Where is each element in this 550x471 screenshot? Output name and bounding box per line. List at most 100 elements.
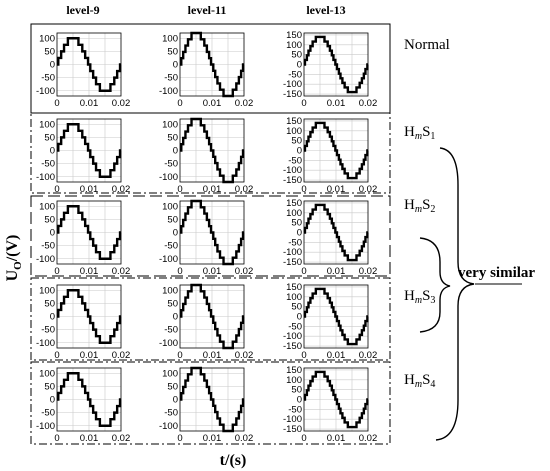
x-tick-label: 0.02 (235, 98, 254, 109)
y-tick-label: 100 (39, 368, 55, 379)
waveform-line (57, 37, 122, 92)
y-tick-label: 150 (286, 30, 302, 41)
y-tick-label: 0 (173, 60, 178, 71)
y-tick-label: 100 (39, 285, 55, 296)
x-tick-label: 0.01 (80, 350, 99, 361)
y-tick-label: 50 (291, 218, 302, 229)
y-tick-label: -150 (283, 257, 302, 268)
y-tick-label: 150 (286, 116, 302, 127)
x-tick-label: 0 (301, 433, 306, 444)
y-tick-label: -50 (288, 237, 302, 248)
y-tick-label: -50 (288, 69, 302, 80)
x-tick-label: 0 (301, 266, 306, 277)
y-tick-label: 0 (173, 395, 178, 406)
column-header-level-13: level-13 (306, 3, 345, 17)
x-tick-label: 0 (54, 184, 59, 195)
small-brace (419, 237, 451, 333)
waveform-line (303, 121, 369, 180)
x-tick-label: 0 (301, 350, 306, 361)
y-tick-label: 50 (291, 50, 302, 61)
x-tick-label: 0.02 (359, 433, 378, 444)
y-tick-label: -100 (283, 331, 302, 342)
y-tick-label: 50 (291, 385, 302, 396)
x-tick-label: 0.01 (327, 433, 346, 444)
waveform-line (180, 366, 245, 433)
row-label-hms3: HmS3 (404, 288, 435, 306)
waveform-line (180, 31, 245, 98)
y-axis-title: UO/(V) (4, 235, 24, 282)
row-frame-hms3 (30, 277, 391, 361)
column-header-level-11: level-11 (188, 3, 227, 17)
y-tick-label: 0 (50, 60, 55, 71)
y-tick-label: -100 (283, 79, 302, 90)
x-tick-label: 0 (177, 184, 182, 195)
y-tick-label: 50 (44, 132, 55, 143)
y-tick-label: 100 (162, 33, 178, 44)
x-tick-label: 0.02 (235, 433, 254, 444)
x-tick-label: 0 (177, 98, 182, 109)
row-frame-hms2 (30, 195, 391, 277)
x-tick-label: 0.01 (80, 433, 99, 444)
y-tick-label: 0 (173, 312, 178, 323)
y-tick-label: 0 (173, 228, 178, 239)
y-tick-label: 0 (173, 146, 178, 157)
y-tick-label: 100 (286, 40, 302, 51)
y-tick-label: 50 (167, 298, 178, 309)
waveform-line (180, 199, 245, 266)
x-tick-label: 0.01 (203, 266, 222, 277)
y-tick-label: -50 (41, 241, 55, 252)
y-tick-label: -100 (159, 338, 178, 349)
y-tick-label: -50 (288, 155, 302, 166)
x-tick-label: 0.02 (235, 266, 254, 277)
y-tick-label: 0 (297, 60, 302, 71)
x-tick-label: 0 (301, 184, 306, 195)
y-tick-label: 0 (297, 312, 302, 323)
x-tick-label: 0.02 (359, 266, 378, 277)
y-tick-label: 50 (44, 298, 55, 309)
waveform-line (303, 203, 369, 262)
y-tick-label: 100 (162, 285, 178, 296)
y-tick-label: 150 (286, 365, 302, 376)
y-tick-label: 0 (50, 395, 55, 406)
y-tick-label: -50 (41, 408, 55, 419)
y-tick-label: -150 (283, 175, 302, 186)
annotation-very-similar: very similar (458, 265, 535, 281)
x-tick-label: 0 (177, 433, 182, 444)
x-tick-label: 0.01 (327, 350, 346, 361)
y-tick-label: 50 (167, 381, 178, 392)
y-tick-label: 150 (286, 198, 302, 209)
x-tick-label: 0.01 (203, 98, 222, 109)
x-tick-label: 0.01 (80, 266, 99, 277)
y-tick-label: 50 (167, 46, 178, 57)
x-tick-label: 0.01 (80, 184, 99, 195)
y-tick-label: 50 (44, 381, 55, 392)
y-tick-label: 100 (162, 119, 178, 130)
x-tick-label: 0.02 (359, 98, 378, 109)
y-tick-label: -50 (164, 325, 178, 336)
y-tick-label: 150 (286, 282, 302, 293)
big-brace (435, 147, 475, 441)
waveform-line (57, 372, 122, 427)
x-tick-label: 0 (54, 266, 59, 277)
x-tick-label: 0 (177, 350, 182, 361)
x-tick-label: 0 (301, 98, 306, 109)
y-tick-label: 50 (167, 214, 178, 225)
x-tick-label: 0.02 (112, 433, 131, 444)
y-tick-label: -100 (283, 165, 302, 176)
column-header-level-9: level-9 (66, 3, 99, 17)
y-tick-label: -50 (41, 73, 55, 84)
y-tick-label: -100 (283, 414, 302, 425)
y-tick-label: -150 (283, 89, 302, 100)
